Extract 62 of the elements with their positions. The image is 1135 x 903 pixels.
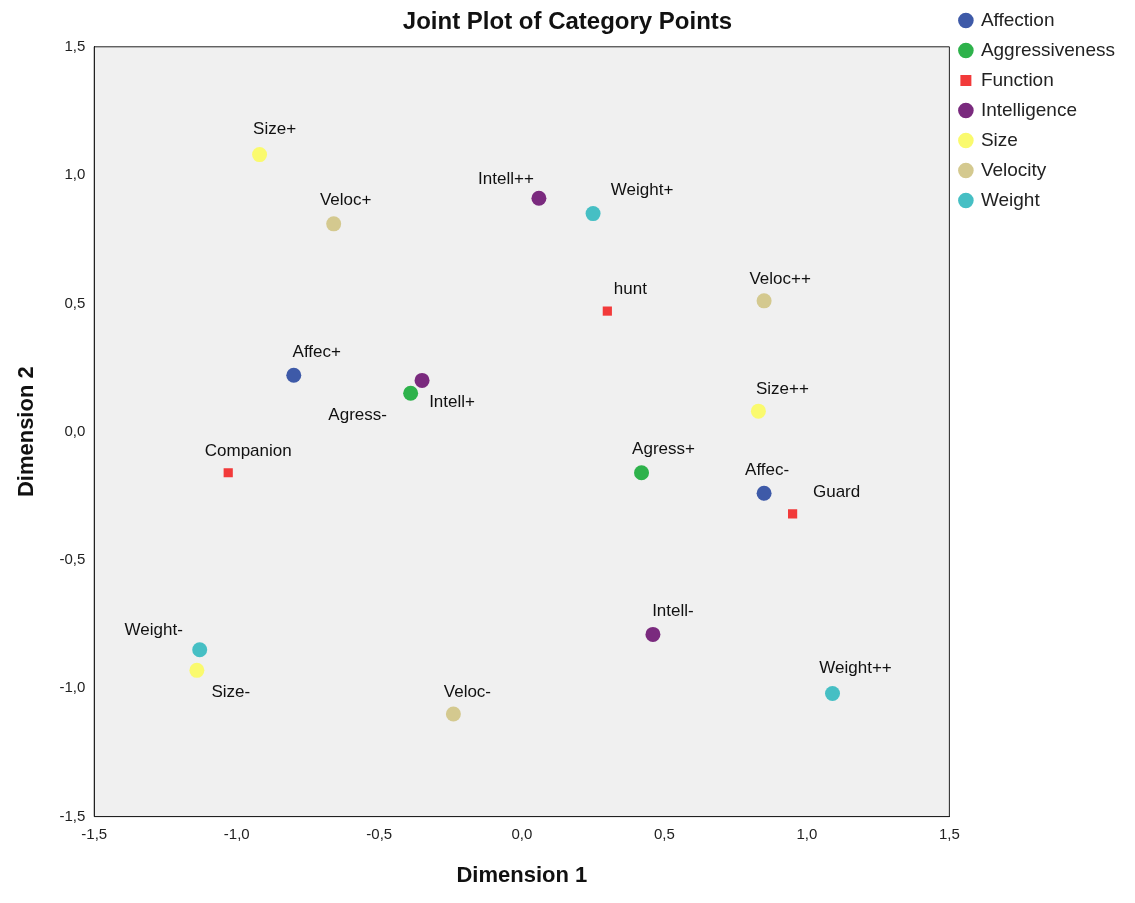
annotation: Veloc+ [319, 189, 372, 209]
annotation: Size++ [755, 378, 809, 398]
annotation: Affec- [745, 459, 790, 479]
point [252, 147, 268, 163]
point [750, 403, 766, 419]
annotation: hunt [613, 278, 648, 298]
chart-title: Joint Plot of Category Points [402, 7, 733, 35]
y-tick-label: 0,5 [64, 293, 86, 311]
point [414, 372, 430, 388]
annotation: Size+ [253, 119, 297, 139]
annotation: Weight+ [610, 180, 674, 200]
legend-label: Intelligence [980, 98, 1077, 120]
point [326, 216, 342, 232]
legend-label: Function [980, 68, 1054, 90]
y-tick-label: 1,5 [64, 36, 86, 54]
point [645, 626, 661, 642]
annotation: Intell+ [429, 392, 476, 412]
annotation: Agress- [328, 404, 387, 424]
y-axis-title: Dimension 2 [13, 366, 39, 498]
annotation: Intell- [652, 601, 694, 621]
annotation: Veloc- [443, 681, 492, 701]
y-tick-label: 0,0 [64, 421, 86, 439]
point [756, 293, 772, 309]
annotation: Agress+ [632, 439, 696, 459]
legend-label: Aggressiveness [980, 38, 1115, 60]
legend-label: Weight [980, 188, 1041, 210]
x-tick-label: 1,0 [796, 824, 818, 842]
annotation: Affec+ [292, 341, 342, 361]
y-tick-label: -1,0 [59, 678, 86, 696]
y-tick-label: -0,5 [59, 550, 86, 568]
x-axis-title: Dimension 1 [456, 861, 588, 887]
legend-label: Velocity [980, 158, 1047, 180]
point [756, 485, 772, 501]
point [445, 706, 461, 722]
annotation: Weight- [124, 620, 183, 640]
x-tick-label: 0,5 [653, 824, 675, 842]
legend-label: Size [980, 128, 1018, 150]
annotation: Veloc++ [749, 268, 811, 288]
point [531, 190, 547, 206]
annotation: Intell++ [478, 168, 534, 188]
point [825, 685, 841, 701]
point [585, 206, 601, 222]
annotation: Size- [211, 682, 251, 702]
point [223, 468, 233, 478]
point [189, 662, 205, 678]
point [286, 367, 302, 383]
point [602, 306, 612, 316]
x-tick-label: -0,5 [366, 824, 393, 842]
point [403, 385, 419, 401]
point [634, 465, 650, 481]
x-tick-label: -1,0 [223, 824, 250, 842]
x-tick-label: -1,5 [81, 824, 108, 842]
annotation: Companion [204, 441, 292, 461]
x-tick-label: 1,5 [938, 824, 960, 842]
x-tick-label: 0,0 [511, 824, 533, 842]
y-tick-label: -1,5 [59, 806, 86, 824]
y-tick-label: 1,0 [64, 165, 86, 183]
annotation: Guard [812, 482, 861, 502]
legend-label: Affection [980, 8, 1055, 30]
point [788, 509, 798, 519]
annotation: Weight++ [819, 658, 892, 678]
point [192, 642, 208, 658]
